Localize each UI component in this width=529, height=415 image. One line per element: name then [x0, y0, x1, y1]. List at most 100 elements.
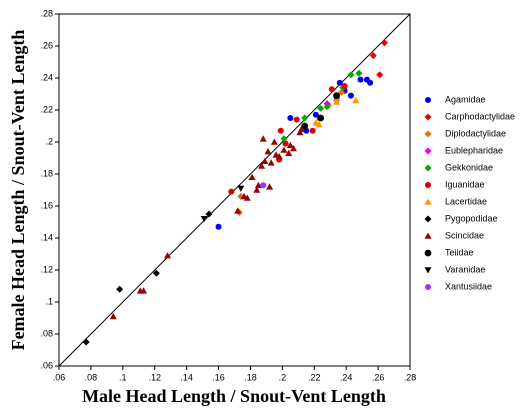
point [369, 52, 377, 60]
point [357, 76, 364, 83]
y-tick-label: .18 [40, 168, 53, 178]
legend-label: Lacertidae [445, 196, 487, 206]
diagonal-line [58, 13, 411, 367]
point [109, 312, 117, 320]
point [347, 71, 355, 79]
legend-label: Diplodactylidae [445, 128, 506, 138]
point [355, 69, 363, 77]
point [253, 186, 261, 193]
y-tick-label: .1 [45, 296, 53, 306]
legend-label: Carphodactylidae [445, 111, 515, 121]
point [323, 103, 331, 111]
x-tick-label: .26 [372, 372, 385, 382]
x-tick-label: .22 [308, 372, 321, 382]
legend-marker [424, 198, 432, 205]
point [82, 338, 90, 346]
legend-marker [425, 97, 431, 103]
point [116, 285, 124, 293]
x-axis-title: Male Head Length / Snout-Vent Length [82, 386, 386, 406]
point [333, 92, 340, 100]
y-tick-label: .2 [45, 136, 53, 146]
point [259, 135, 267, 142]
x-tick-label: .12 [148, 372, 161, 382]
point [315, 120, 323, 128]
point [200, 216, 208, 223]
y-axis-title: Female Head Length / Snout-Vent Length [8, 30, 28, 351]
point [205, 210, 213, 218]
point [312, 111, 319, 118]
point [285, 149, 293, 156]
x-tick-label: .2 [279, 372, 287, 382]
legend-label: Teiidae [445, 247, 474, 257]
y-tick-label: .24 [40, 72, 53, 82]
y-tick-label: .12 [40, 264, 53, 274]
x-tick-label: .1 [119, 372, 127, 382]
point [267, 159, 275, 166]
legend-label: Varanidae [445, 264, 485, 274]
point [333, 98, 341, 105]
point [287, 115, 294, 121]
y-tick-label: .08 [40, 328, 53, 338]
point [380, 39, 388, 47]
point [215, 223, 222, 230]
point [317, 114, 324, 122]
x-tick-label: .18 [244, 372, 257, 382]
point [293, 116, 300, 123]
legend-label: Pygopodidae [445, 213, 498, 223]
point [296, 128, 304, 136]
point [140, 287, 148, 294]
point [352, 96, 360, 104]
point [248, 173, 256, 180]
point [152, 269, 160, 277]
point [317, 104, 325, 112]
legend-marker [424, 130, 432, 138]
point [264, 148, 272, 155]
legend-label: Xantusiidae [445, 281, 492, 291]
legend-marker [424, 249, 432, 257]
x-tick-label: .16 [212, 372, 225, 382]
legend-label: Agamidae [445, 94, 486, 104]
x-tick-label: .08 [85, 372, 98, 382]
legend-label: Gekkonidae [445, 162, 493, 172]
legend-marker [424, 113, 432, 121]
point [301, 114, 309, 122]
point [163, 252, 171, 259]
point [243, 194, 251, 201]
point [237, 185, 245, 192]
y-tick-label: .14 [40, 232, 53, 242]
y-tick-label: .16 [40, 200, 53, 210]
point [280, 146, 288, 153]
point [328, 86, 335, 93]
point [341, 83, 348, 89]
point [228, 188, 235, 195]
legend-marker [424, 267, 432, 274]
point [286, 141, 294, 148]
legend-label: Scincidae [445, 230, 484, 240]
y-tick-label: .26 [40, 40, 53, 50]
point [270, 138, 278, 145]
legend-marker [424, 232, 432, 239]
point [282, 140, 289, 147]
x-tick-label: .24 [340, 372, 353, 382]
legend-marker [424, 164, 432, 172]
point [301, 122, 309, 130]
point [309, 127, 316, 134]
plot-frame [58, 13, 411, 367]
point [277, 127, 284, 134]
legend-marker [424, 215, 432, 223]
y-tick-label: .06 [40, 360, 53, 370]
legend-label: Iguanidae [445, 179, 485, 189]
point [260, 182, 267, 189]
x-tick-label: .28 [404, 372, 417, 382]
y-tick-label: .22 [40, 104, 53, 114]
legend-marker [425, 284, 431, 290]
legend-label: Eublepharidae [445, 145, 503, 155]
point [376, 71, 384, 79]
point [298, 125, 306, 132]
legend-marker [424, 147, 432, 155]
point [347, 92, 354, 99]
x-tick-label: .06 [53, 372, 66, 382]
x-tick-label: .14 [180, 372, 193, 382]
